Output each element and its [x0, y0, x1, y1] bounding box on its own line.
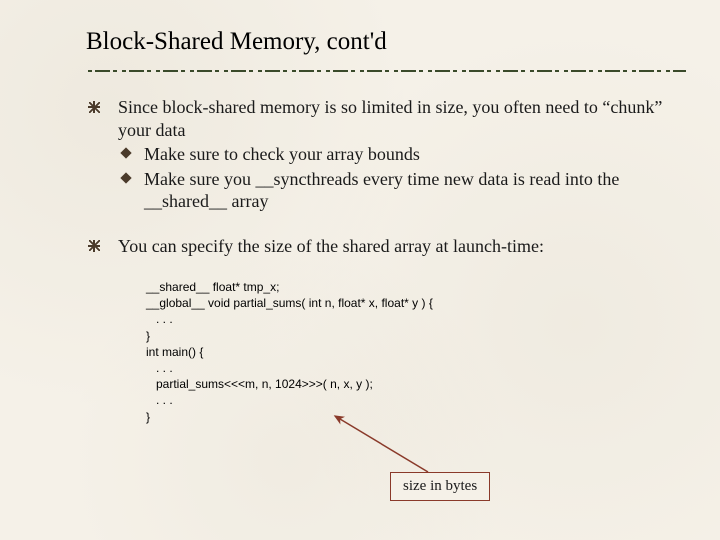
bullet-2: You can specify the size of the shared a… [86, 235, 670, 258]
slide-title: Block-Shared Memory, cont'd [86, 28, 670, 56]
bullet-1-text: Since block-shared memory is so limited … [118, 97, 662, 140]
callout-label: size in bytes [403, 478, 477, 494]
code-block: __shared__ float* tmp_x; __global__ void… [86, 279, 670, 425]
bullet-1-sub-1-text: Make sure to check your array bounds [144, 144, 420, 164]
slide-body: Block-Shared Memory, cont'd Since block-… [0, 0, 720, 445]
callout-box: size in bytes [390, 472, 490, 501]
bullet-2-text: You can specify the size of the shared a… [118, 236, 544, 256]
bullet-1-sub-1: Make sure to check your array bounds [118, 143, 670, 166]
bullet-1: Since block-shared memory is so limited … [86, 96, 670, 213]
title-divider [86, 68, 686, 74]
bullet-1-sub-2: Make sure you __syncthreads every time n… [118, 168, 670, 213]
content-area: Since block-shared memory is so limited … [86, 96, 670, 425]
bullet-1-sub-2-text: Make sure you __syncthreads every time n… [144, 169, 619, 212]
